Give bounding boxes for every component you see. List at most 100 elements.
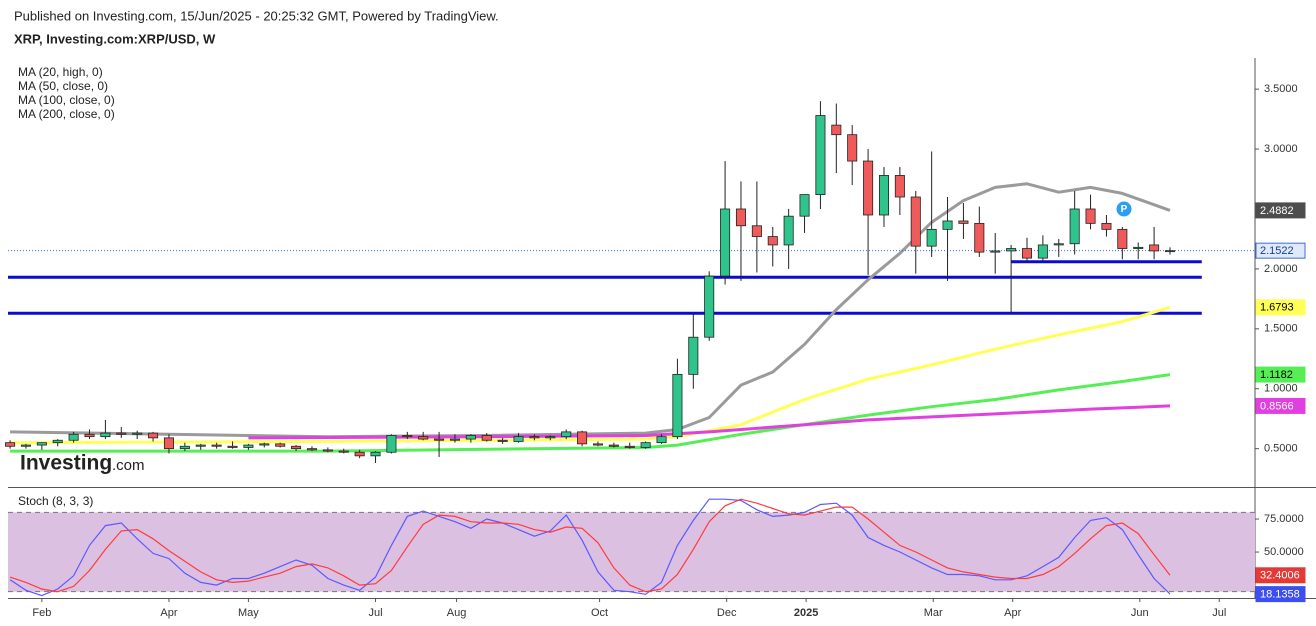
candle-body [243,444,254,448]
y-tick-label: 0.5000 [1264,443,1298,455]
candle-body [1069,208,1080,245]
candle-body [513,436,524,442]
moving-average-line [248,404,1171,440]
candle-body [1101,222,1112,230]
backgrounds [8,511,1255,593]
candle-body [545,436,556,439]
candle-body [656,436,667,444]
candle-body [434,438,445,441]
candle-body [481,435,492,441]
badge-circle [1116,201,1132,217]
candle-body [132,432,143,435]
candle-body [386,435,397,453]
candle-body [306,448,317,451]
moving-average-line [10,373,1171,453]
candle-body [227,445,238,448]
candle-body [1037,244,1048,259]
candle-body [370,451,381,457]
y-tick-label: 75.0000 [1264,513,1304,525]
symbol-title: XRP, Investing.com:XRP/USD, W [14,31,216,46]
x-tick-label: Feb [32,607,51,619]
price-tag: 1.6793 [1260,302,1294,314]
x-tick-label: 2025 [794,607,818,619]
candle-body [926,228,937,247]
y-tick-label: 3.5000 [1264,83,1298,95]
x-tick-label: May [238,607,259,619]
candle-body [291,445,302,450]
x-tick-label: Aug [447,607,467,619]
candle-body [195,444,206,447]
y-tick-label: 50.0000 [1264,546,1304,558]
x-tick-label: Dec [717,607,737,619]
candle-body [577,431,588,445]
x-tick-label: Jul [1212,607,1226,619]
candle-body [767,236,778,246]
candle-body [179,445,190,450]
x-tick-label: Apr [160,607,177,619]
indicator-title: Stoch (8, 3, 3) [18,494,93,508]
candle-body [1021,248,1032,259]
candle-body [974,222,985,253]
candle-body [116,432,127,435]
logo-main: Investing [20,452,112,475]
candle-body [1006,248,1017,252]
candle-body [5,442,16,447]
candle-body [163,437,174,450]
candle-body [735,208,746,227]
candle-body [799,194,810,217]
stoch-line [9,498,1171,597]
candle-body [831,124,842,136]
x-tick-label: Jul [368,607,382,619]
price-tag: 32.4006 [1260,570,1300,582]
candle-body [338,450,349,453]
candle-body [354,451,365,457]
x-tick-label: Apr [1004,607,1021,619]
candle-body [402,435,413,438]
candle-body [275,443,286,447]
candle-body [1053,243,1064,246]
candle-body [52,439,63,444]
x-tick-label: Oct [591,607,608,619]
price-tag: 2.4882 [1260,205,1294,217]
candle-body [20,444,31,447]
candle-body [720,208,731,277]
candle-body [624,445,635,448]
published-note: Published on Investing.com, 15/Jun/2025 … [14,8,499,23]
x-tick-label: Mar [924,607,943,619]
candle-body [783,215,794,246]
candle-body [36,442,47,446]
candle-body [878,175,889,216]
candle-body [68,433,79,441]
price-tag: 18.1358 [1260,589,1300,601]
candle-body [529,436,540,439]
candle-body [751,225,762,237]
candle-body [211,444,222,447]
legend-entry: MA (50, close, 0) [18,79,108,93]
price-tag: 0.8566 [1260,400,1294,412]
price-tag-box [1255,366,1306,383]
candle-body [100,432,111,438]
candle-body [910,196,921,247]
candle-body [688,336,699,375]
candle-body [148,432,159,439]
candle-body [1133,246,1144,249]
candle-body [704,275,715,338]
legend-entry: MA (20, high, 0) [18,65,103,79]
candles [5,101,1175,464]
annotations: 0.5000 1.0000 1.5000 2.0000 3.0000 3.5000 MA (… [18,65,1306,619]
y-tick-label: 3.0000 [1264,143,1298,155]
candle-body [815,115,826,196]
moving-average-line [10,305,1171,445]
legend-entry: MA (200, close, 0) [18,107,115,121]
x-tick-label: Jun [1131,607,1149,619]
y-tick-label: 2.0000 [1264,263,1298,275]
candle-body [1149,244,1160,252]
candle-body [1085,208,1096,224]
moving-average-line [10,182,1171,439]
logo-suffix: .com [112,457,145,474]
candle-body [990,250,1001,253]
candle-body [497,439,508,442]
y-tick-label: 1.5000 [1264,323,1298,335]
